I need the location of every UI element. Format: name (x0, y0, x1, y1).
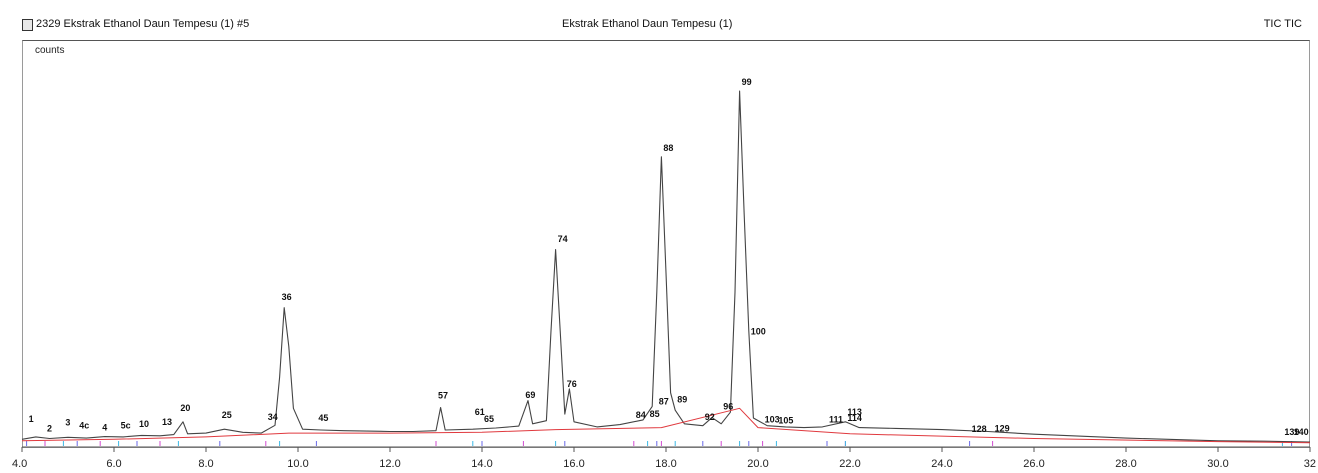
tic-trace-line (21, 90, 1311, 443)
x-tick-label: 28.0 (1115, 458, 1136, 470)
baseline-trace-line (21, 407, 1311, 444)
peak-label: 74 (558, 234, 568, 244)
peak-label: 100 (751, 327, 766, 337)
peak-label: 111 (829, 415, 843, 425)
peak-label: 114 (847, 413, 862, 423)
peak-label: 1 (29, 414, 34, 424)
peak-label: 85 (650, 409, 660, 419)
peak-label: 99 (742, 77, 752, 87)
x-tick-label: 12.0 (379, 458, 400, 470)
peak-label: 4 (102, 422, 107, 432)
peak-label: 4c (79, 420, 89, 430)
peak-label: 139 (1284, 427, 1299, 437)
x-tick-label: 14.0 (471, 458, 492, 470)
peak-label: 76 (567, 379, 577, 389)
x-tick-label: 30.0 (1207, 458, 1228, 470)
x-tick-label: 18.0 (655, 458, 676, 470)
peak-label: 36 (282, 292, 292, 302)
peak-label: 105 (778, 415, 793, 425)
peak-label: 140 (1294, 427, 1309, 437)
peak-label: 103 (765, 415, 780, 425)
document-icon (22, 19, 33, 31)
peak-label: 129 (995, 423, 1010, 433)
peak-label: 25 (222, 410, 232, 420)
peak-label: 45 (318, 413, 328, 423)
x-tick-label: 6.0 (106, 458, 121, 470)
x-tick-label: 26.0 (1023, 458, 1044, 470)
peak-label: 65 (484, 414, 494, 424)
peak-label: 3 (65, 418, 70, 428)
sample-name: 2329 Ekstrak Ethanol Daun Tempesu (1) #5 (36, 18, 250, 30)
peak-label: 13 (162, 417, 172, 427)
x-tick-label: 16.0 (563, 458, 584, 470)
peak-label: 113 (847, 407, 862, 417)
peak-label: 57 (438, 391, 448, 401)
peak-label: 88 (663, 143, 673, 153)
trace-type: TIC TIC (1263, 18, 1302, 30)
x-tick-label: 10.0 (287, 458, 308, 470)
peak-label: 84 (636, 410, 646, 420)
peak-label: 96 (723, 401, 733, 411)
y-axis-label: counts (35, 45, 65, 56)
peak-label: 92 (705, 412, 715, 422)
chromatogram-header: 2329 Ekstrak Ethanol Daun Tempesu (1) #5… (22, 14, 1310, 40)
x-tick-label: 24.0 (931, 458, 952, 470)
peak-label: 34 (268, 412, 278, 422)
peak-label: 87 (659, 396, 669, 406)
peak-label: 2 (47, 423, 52, 433)
chart-title: Ekstrak Ethanol Daun Tempesu (1) (562, 18, 733, 30)
peak-label: 69 (525, 390, 535, 400)
x-tick-label: 20.0 (747, 458, 768, 470)
peak-label: 128 (972, 424, 987, 434)
x-tick-label: 4.0 (12, 458, 27, 470)
x-tick-label: 22.0 (839, 458, 860, 470)
x-tick-label: 8.0 (198, 458, 213, 470)
x-tick-label: 32 (1304, 458, 1316, 470)
peak-label: 20 (180, 403, 190, 413)
peak-label: 89 (677, 394, 687, 404)
peak-label: 5c (121, 420, 131, 430)
peak-label: 10 (139, 419, 149, 429)
peak-label: 61 (475, 407, 485, 417)
